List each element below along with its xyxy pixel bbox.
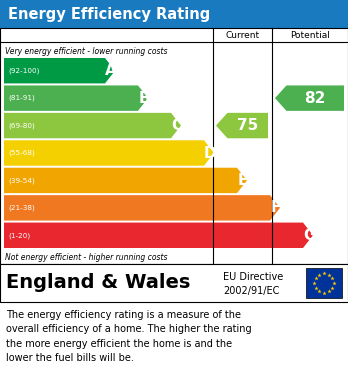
- Polygon shape: [4, 140, 214, 166]
- Text: (21-38): (21-38): [8, 204, 35, 211]
- Text: Current: Current: [226, 30, 260, 39]
- Polygon shape: [4, 58, 115, 83]
- Text: EU Directive: EU Directive: [223, 272, 283, 282]
- Text: 2002/91/EC: 2002/91/EC: [223, 285, 279, 296]
- Polygon shape: [4, 168, 247, 193]
- Text: (1-20): (1-20): [8, 232, 30, 239]
- Text: 82: 82: [304, 91, 326, 106]
- Polygon shape: [216, 113, 268, 138]
- Text: (92-100): (92-100): [8, 68, 39, 74]
- Polygon shape: [4, 113, 181, 138]
- Text: G: G: [303, 228, 315, 243]
- Text: (55-68): (55-68): [8, 150, 35, 156]
- Text: (39-54): (39-54): [8, 177, 35, 184]
- Polygon shape: [275, 85, 344, 111]
- Text: D: D: [204, 145, 216, 160]
- Polygon shape: [4, 195, 280, 221]
- Text: E: E: [238, 173, 248, 188]
- Text: Very energy efficient - lower running costs: Very energy efficient - lower running co…: [5, 47, 167, 56]
- Polygon shape: [4, 85, 148, 111]
- Text: Potential: Potential: [290, 30, 330, 39]
- Bar: [0, 264, 348, 302]
- Text: B: B: [138, 91, 150, 106]
- Text: 75: 75: [237, 118, 258, 133]
- Text: F: F: [271, 200, 281, 215]
- Text: Not energy efficient - higher running costs: Not energy efficient - higher running co…: [5, 253, 167, 262]
- Bar: [0, 0, 348, 28]
- Bar: [0, 28, 348, 264]
- Text: A: A: [105, 63, 117, 78]
- Text: England & Wales: England & Wales: [6, 273, 190, 292]
- Text: C: C: [172, 118, 183, 133]
- Text: (69-80): (69-80): [8, 122, 35, 129]
- Polygon shape: [4, 222, 313, 248]
- Bar: [306, 268, 342, 298]
- Text: The energy efficiency rating is a measure of the
overall efficiency of a home. T: The energy efficiency rating is a measur…: [6, 310, 252, 363]
- Text: (81-91): (81-91): [8, 95, 35, 101]
- Text: Energy Efficiency Rating: Energy Efficiency Rating: [8, 7, 210, 22]
